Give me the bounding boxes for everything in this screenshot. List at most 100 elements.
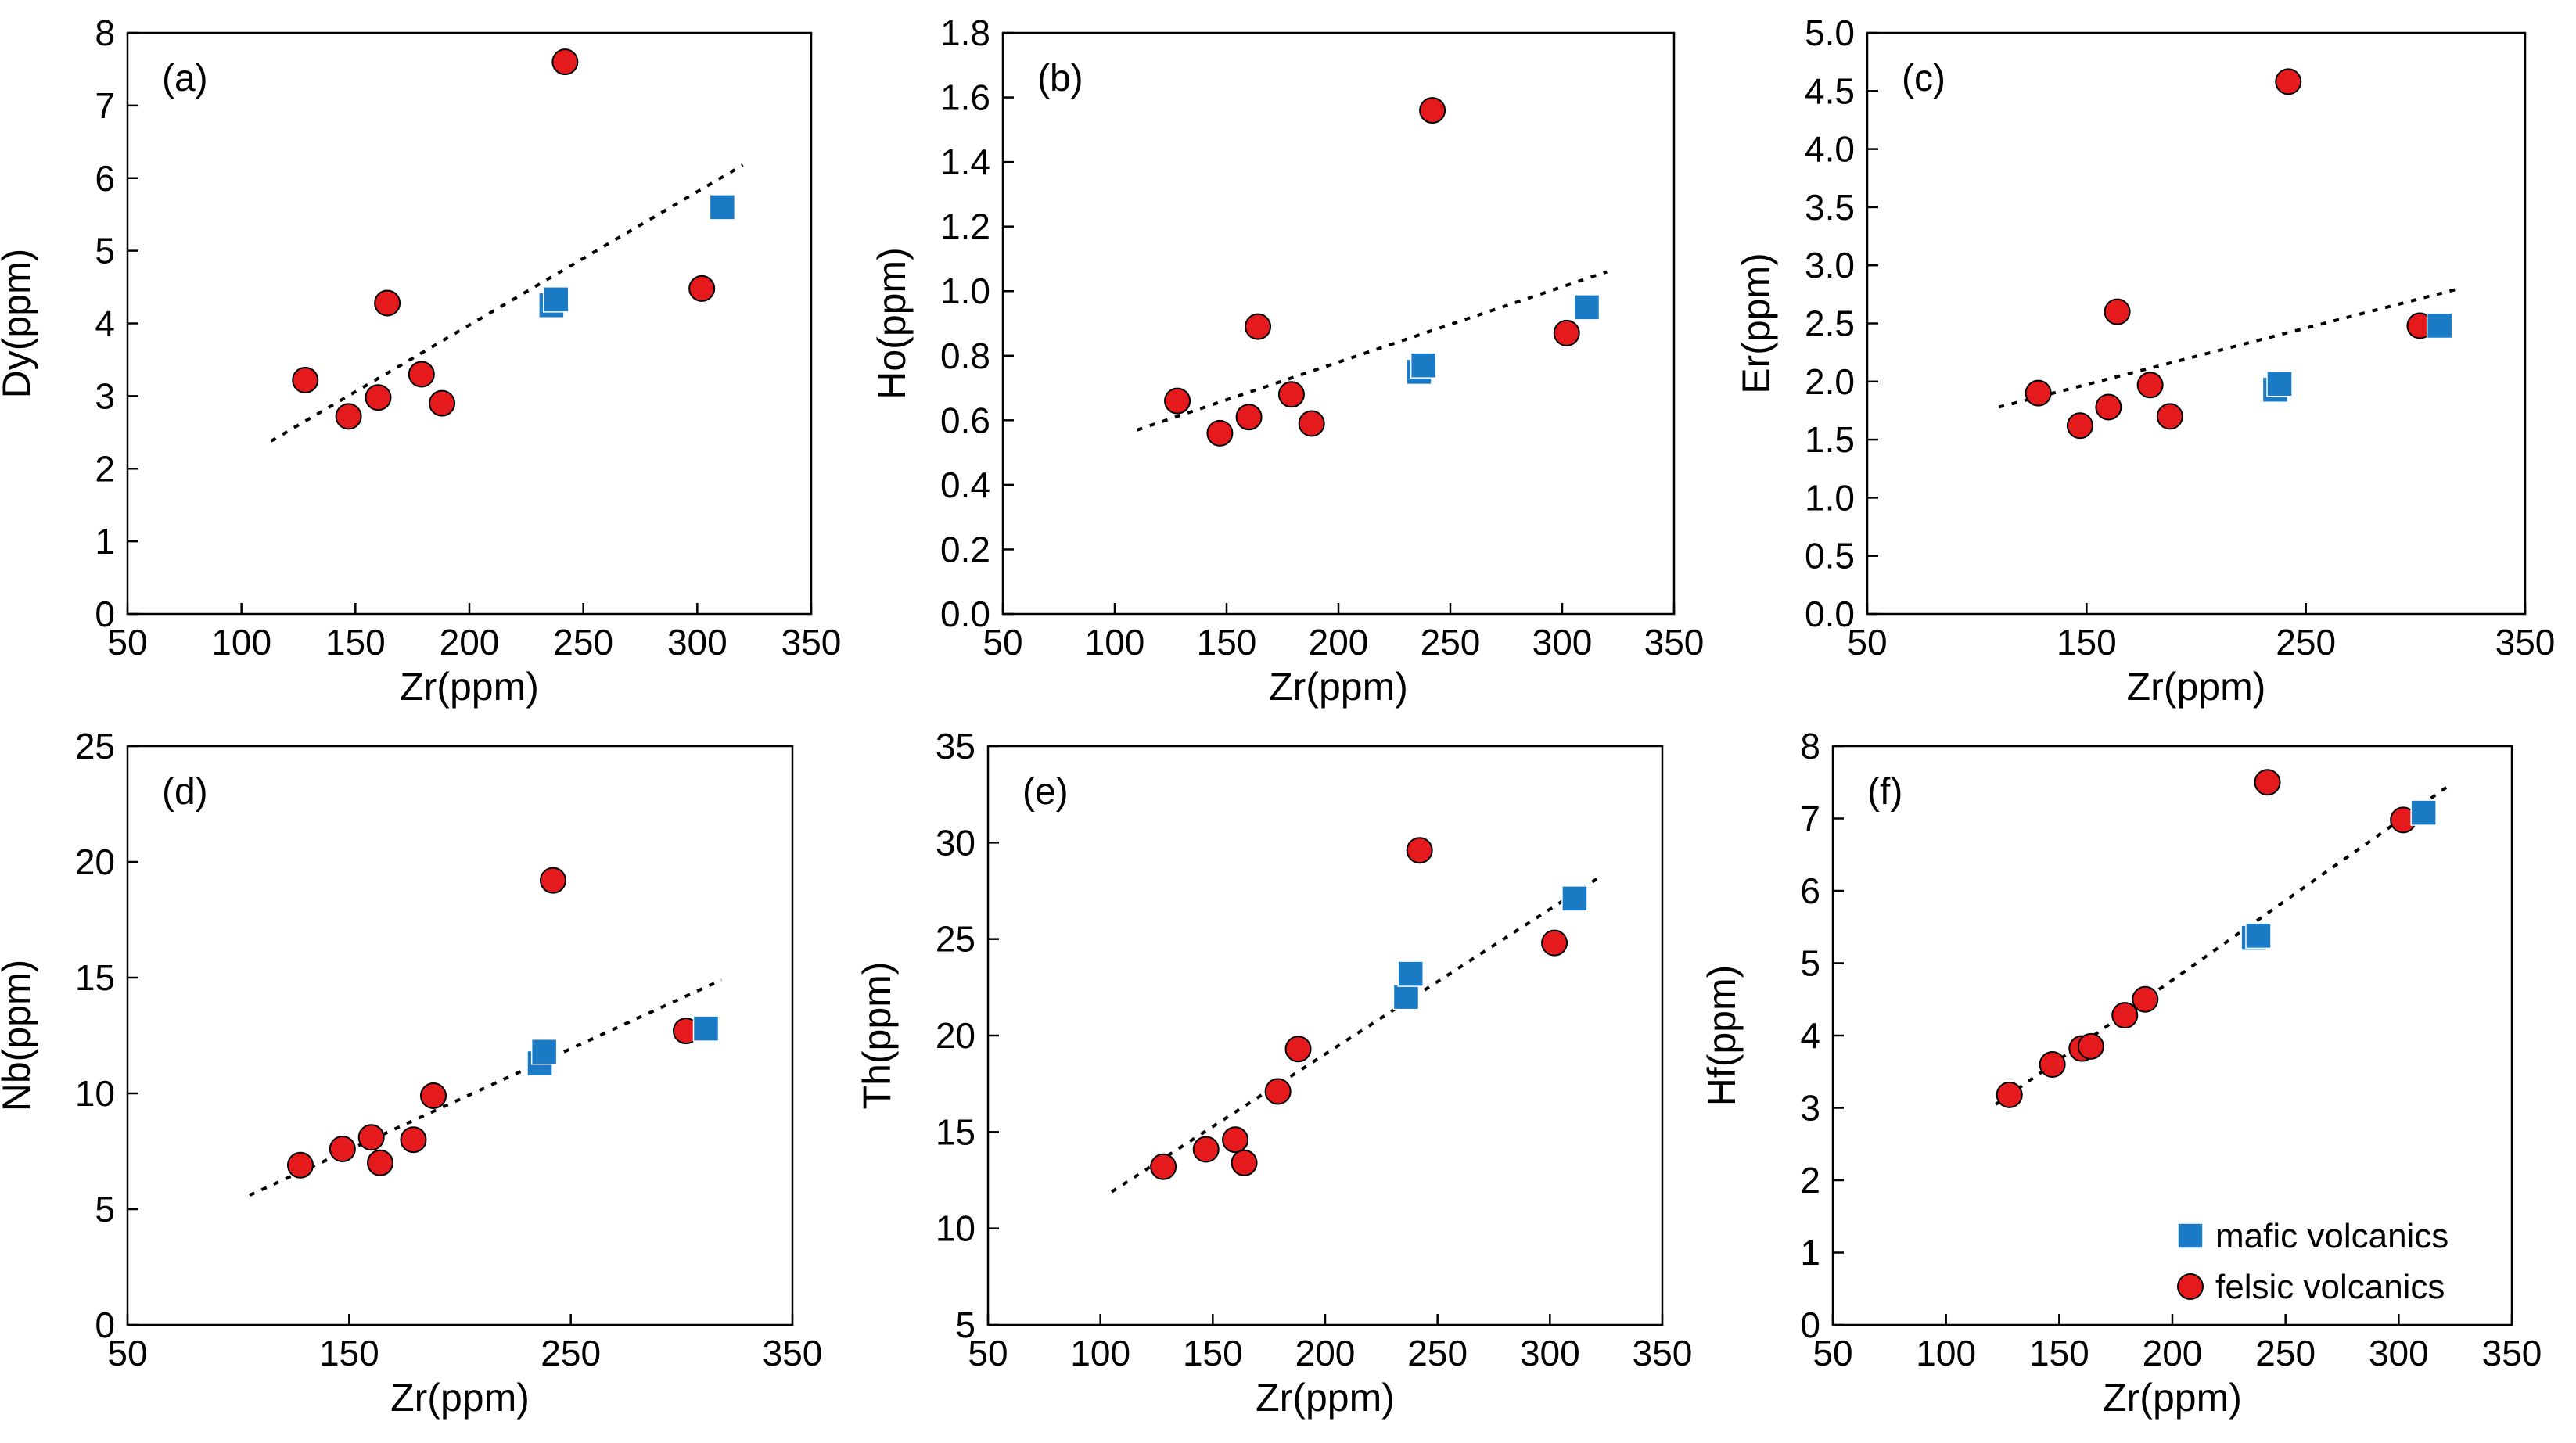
x-tick-label-b: 100 xyxy=(1085,622,1145,662)
y-tick-label-f: 3 xyxy=(1800,1088,1820,1129)
mafic-point-c xyxy=(2426,312,2453,339)
x-tick-label-b: 300 xyxy=(1532,622,1593,662)
felsic-point-c xyxy=(2104,298,2131,325)
y-tick-label-a: 8 xyxy=(95,13,115,53)
y-tick-label-c: 0.0 xyxy=(1805,594,1855,634)
y-tick-label-a: 3 xyxy=(95,375,115,416)
y-tick-label-b: 1.8 xyxy=(940,13,990,53)
y-tick-label-e: 10 xyxy=(936,1208,975,1249)
x-tick-label-b: 50 xyxy=(983,622,1022,662)
y-tick-label-e: 15 xyxy=(936,1111,975,1152)
y-tick-label-d: 25 xyxy=(75,726,115,766)
legend-mafic-label: mafic volcanics xyxy=(2215,1217,2448,1255)
mafic-point-f xyxy=(2245,922,2272,949)
y-tick-label-c: 3.0 xyxy=(1805,245,1855,285)
felsic-point-f xyxy=(2254,769,2281,796)
x-tick-label-c: 50 xyxy=(1847,622,1887,662)
x-tick-label-b: 250 xyxy=(1421,622,1481,662)
x-tick-label-b: 350 xyxy=(1644,622,1705,662)
felsic-point-f xyxy=(2077,1032,2104,1060)
felsic-point-c xyxy=(2156,403,2183,430)
panel-e: 50 100 150 200 250 300 350 5 10 15 20 25 30 35 Zr(ppm)… xyxy=(855,726,1692,1420)
mafic-point-b xyxy=(1410,352,1437,379)
trend-line-f xyxy=(1995,784,2450,1106)
x-tick-label-e: 150 xyxy=(1183,1333,1243,1373)
y-tick-label-c: 1.5 xyxy=(1805,419,1855,460)
legend-felsic-marker xyxy=(2177,1273,2204,1300)
x-tick-label-f: 200 xyxy=(2143,1333,2203,1373)
y-tick-label-b: 0.6 xyxy=(940,400,990,440)
x-tick-label-d: 150 xyxy=(319,1333,379,1373)
felsic-point-e xyxy=(1192,1136,1220,1163)
felsic-point-d xyxy=(540,867,566,894)
x-tick-label-f: 50 xyxy=(1813,1333,1852,1373)
felsic-point-b xyxy=(1164,387,1191,415)
felsic-point-b xyxy=(1419,97,1446,124)
x-tick-label-e: 250 xyxy=(1407,1333,1468,1373)
mafic-point-c xyxy=(2266,371,2293,397)
felsic-point-e xyxy=(1231,1149,1258,1176)
x-tick-label-b: 200 xyxy=(1309,622,1369,662)
felsic-point-c xyxy=(2066,412,2093,440)
x-tick-label-a: 350 xyxy=(781,622,842,662)
y-tick-label-a: 5 xyxy=(95,231,115,271)
y-tick-label-b: 0.4 xyxy=(940,465,990,505)
x-tick-label-d: 250 xyxy=(541,1333,601,1373)
panel-tag-b: (b) xyxy=(1037,58,1083,99)
x-tick-label-e: 200 xyxy=(1295,1333,1356,1373)
felsic-point-c xyxy=(2095,393,2122,421)
legend-felsic-label: felsic volcanics xyxy=(2215,1268,2445,1306)
felsic-point-e xyxy=(1264,1078,1292,1105)
x-axis-label-c: Zr(ppm) xyxy=(2127,665,2266,709)
x-tick-label-a: 250 xyxy=(553,622,613,662)
felsic-point-f xyxy=(2132,985,2159,1013)
x-tick-label-a: 50 xyxy=(107,622,147,662)
y-tick-label-a: 6 xyxy=(95,158,115,199)
felsic-point-b xyxy=(1277,381,1305,408)
felsic-point-a xyxy=(551,48,579,76)
x-tick-label-a: 100 xyxy=(211,622,271,662)
y-tick-label-a: 7 xyxy=(95,85,115,126)
x-axis-label-a: Zr(ppm) xyxy=(400,665,539,709)
felsic-point-e xyxy=(1541,929,1568,957)
x-tick-label-f: 300 xyxy=(2369,1333,2429,1373)
y-axis-label-e: Th(ppm) xyxy=(855,962,899,1110)
felsic-point-c xyxy=(2025,379,2052,407)
y-tick-label-f: 6 xyxy=(1800,870,1820,911)
plot-frame-d xyxy=(126,745,794,1326)
mafic-point-f xyxy=(2410,799,2437,826)
y-tick-label-b: 1.0 xyxy=(940,271,990,311)
felsic-point-d xyxy=(400,1126,427,1154)
felsic-point-e xyxy=(1284,1036,1312,1063)
panel-tag-f: (f) xyxy=(1867,771,1902,813)
y-tick-label-f: 4 xyxy=(1800,1015,1820,1056)
x-tick-label-f: 350 xyxy=(2482,1333,2542,1373)
y-axis-label-b: Ho(ppm) xyxy=(870,247,914,399)
y-tick-label-d: 0 xyxy=(95,1305,115,1345)
x-axis-label-d: Zr(ppm) xyxy=(390,1376,530,1420)
trend-line-c xyxy=(1998,286,2460,409)
panel-b: 50 100 150 200 250 300 350 0.0 0.2 0.4 0.6 0.8 1.0 1.… xyxy=(870,13,1704,709)
x-tick-label-f: 250 xyxy=(2255,1333,2316,1373)
y-tick-label-e: 5 xyxy=(955,1305,975,1345)
felsic-point-b xyxy=(1298,410,1325,437)
y-tick-label-b: 1.6 xyxy=(940,77,990,118)
felsic-point-d xyxy=(420,1082,447,1109)
legend-mafic-marker xyxy=(2177,1222,2204,1249)
y-tick-label-e: 35 xyxy=(936,726,975,766)
x-tick-label-e: 350 xyxy=(1633,1333,1693,1373)
x-tick-label-d: 50 xyxy=(107,1333,147,1373)
panel-tag-a: (a) xyxy=(162,58,208,99)
felsic-point-d xyxy=(357,1124,385,1151)
y-tick-label-f: 7 xyxy=(1800,799,1820,839)
y-tick-label-b: 0.2 xyxy=(940,529,990,569)
x-tick-label-e: 100 xyxy=(1070,1333,1130,1373)
x-tick-label-a: 300 xyxy=(667,622,728,662)
x-tick-label-e: 50 xyxy=(968,1333,1008,1373)
felsic-point-d xyxy=(367,1149,393,1176)
mafic-point-e xyxy=(1397,960,1424,987)
felsic-point-a xyxy=(374,289,401,317)
y-tick-label-c: 5.0 xyxy=(1805,13,1855,53)
mafic-point-a xyxy=(709,194,736,221)
